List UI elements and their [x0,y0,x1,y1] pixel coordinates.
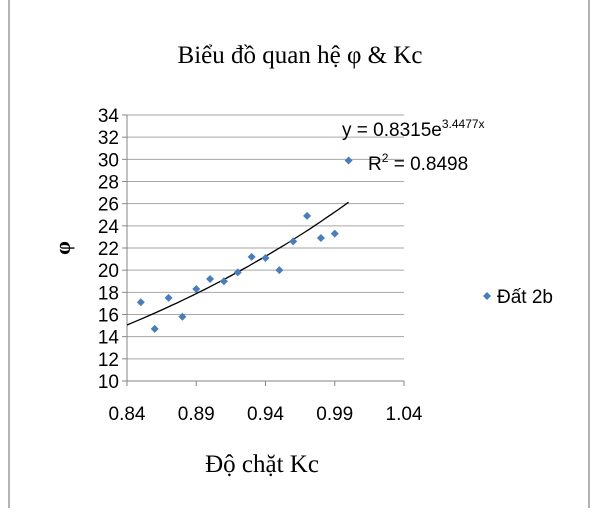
trendline-equation: y = 0.8315e3.4477x [342,117,485,141]
equation-exponent: 3.4477x [442,117,485,131]
r2-sup: 2 [382,151,389,165]
y-tick-label-12: 34 [98,106,120,127]
y-tick-label-1: 12 [98,350,119,371]
trendline-group [126,201,349,326]
data-point-6 [219,277,228,286]
data-point-11 [289,237,298,246]
data-point-4 [192,285,201,294]
y-tick-label-3: 16 [98,306,119,327]
y-tick-label-4: 18 [98,283,119,304]
y-tick-label-2: 14 [98,328,120,349]
data-point-2 [164,293,173,302]
chart-title: Biểu đồ quan hệ φ & Kc [178,42,423,69]
y-tick-label-9: 28 [98,173,119,194]
x-tick-label-4: 1.04 [386,404,423,425]
x-axis-label: Độ chặt Kc [205,451,319,478]
data-point-8 [247,252,256,261]
data-point-7 [233,268,242,277]
equation-base: y = 0.8315e [342,120,442,141]
legend: Đất 2b [483,287,553,308]
data-point-12 [303,211,312,220]
y-tick-label-6: 22 [98,239,119,260]
x-tick-label-3: 0.99 [316,404,353,425]
r2-value: = 0.8498 [388,154,468,175]
y-tick-label-10: 30 [98,150,119,171]
grid-lines [127,114,404,382]
axes [122,114,405,386]
x-tick-label-2: 0.94 [247,404,284,425]
data-point-14 [330,229,339,238]
legend-label: Đất 2b [497,287,553,308]
y-tick-label-8: 26 [98,195,119,216]
data-point-13 [316,234,325,243]
r-squared-text: R2 = 0.8498 [368,151,468,175]
x-axis-ticks: 0.84 0.89 0.94 0.99 1.04 [109,404,423,425]
x-tick-label-0: 0.84 [109,404,146,425]
data-point-3 [178,312,187,321]
data-point-1 [150,324,159,333]
x-tick-label-1: 0.89 [178,404,215,425]
trendline [126,201,349,326]
y-tick-label-0: 10 [98,372,119,393]
data-point-10 [275,266,284,275]
y-tick-label-7: 24 [98,217,120,238]
y-tick-label-11: 32 [98,128,119,149]
legend-marker [483,292,491,300]
data-points [136,156,353,333]
y-tick-label-5: 20 [98,261,119,282]
data-point-9 [261,253,270,262]
y-axis-label: φ [50,241,75,255]
r2-label: R [368,154,382,175]
data-point-15 [344,156,353,165]
data-point-0 [136,298,145,307]
data-point-5 [206,275,215,284]
